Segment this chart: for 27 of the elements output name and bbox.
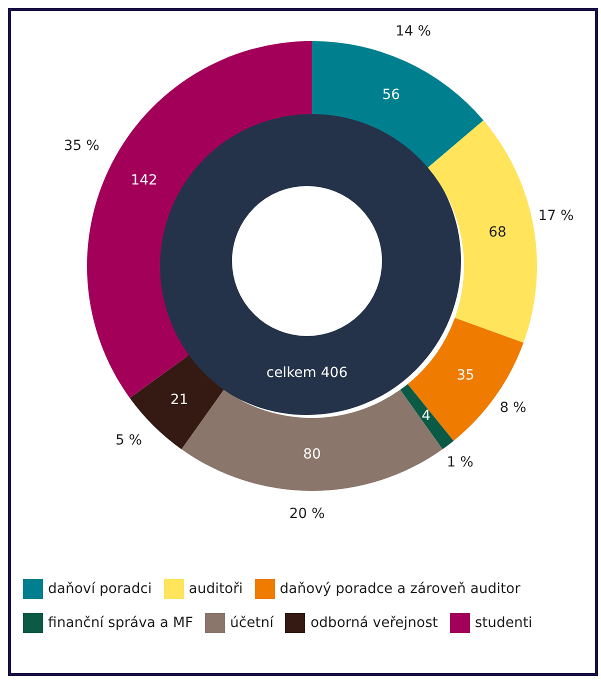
text: 5 % [115,432,142,449]
donut-slice [312,41,484,168]
data-label: 4 [422,408,431,424]
text: 20 % [289,506,325,522]
data-label: 80 [303,446,321,462]
legend-label: studenti [474,615,532,631]
legend-label: finanční správa a MF [48,615,194,631]
legend-label: účetní [230,615,274,631]
legend-label: auditoři [188,581,243,597]
donut-slice [130,355,224,450]
data-label: 56 [382,86,400,103]
data-label: 35 [456,367,474,384]
text: celkem 406 [266,365,348,381]
donut-slice [400,384,454,450]
legend-label: daňoví poradci [48,581,152,597]
text: 35 % [64,138,100,154]
text: 17 % [538,208,574,224]
legend-label: daňový poradce a zároveň auditor [280,581,520,597]
data-label: 21 [170,392,188,408]
data-label: 142 [130,172,158,188]
data-label: 68 [488,224,506,241]
donut-slice [408,318,524,441]
donut-slice [428,120,537,343]
text: 8 % [500,400,526,416]
text: 14 % [395,23,432,40]
legend-label: odborná veřejnost [310,615,438,631]
text: 1 % [446,454,474,470]
